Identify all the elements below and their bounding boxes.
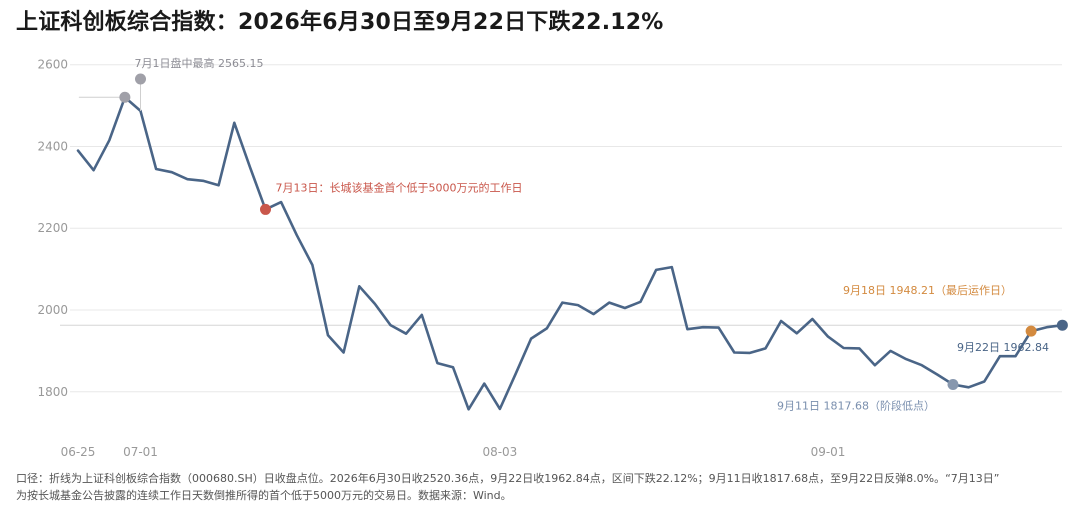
event-label: 7月13日：长城该基金首个低于5000万元的工作日 <box>276 180 523 194</box>
x-tick-label-08-03: 08-03 <box>482 445 517 459</box>
footnote-line-2: 为按长城基金公告披露的连续工作日天数倒推所得的首个低于5000万元的交易日。数据… <box>16 489 512 502</box>
y-tick-label-2600: 2600 <box>37 58 68 72</box>
y-tick-label-2200: 2200 <box>37 221 68 235</box>
series-line <box>76 96 1064 411</box>
x-axis-ticks: 06-25 07-01 08-03 09-01 <box>61 445 846 459</box>
high-point <box>135 73 146 85</box>
x-tick-label-06-25: 06-25 <box>61 445 96 459</box>
y-tick-label-2000: 2000 <box>37 303 68 317</box>
chart-title: 上证科创板综合指数：2026年6月30日至9月22日下跌22.12% <box>16 10 664 35</box>
footnote-line-1: 口径：折线为上证科创板综合指数（000680.SH）日收盘点位。2026年6月3… <box>16 472 1000 485</box>
low-point <box>947 379 959 391</box>
y-tick-label-1800: 1800 <box>37 385 68 399</box>
y-tick-label-2400: 2400 <box>37 139 68 153</box>
line-chart: 1800 2000 2200 2400 2600 06-25 07-01 08-03 09-0… <box>37 56 1068 459</box>
series-group <box>76 96 1064 411</box>
x-tick-label-09-01: 09-01 <box>811 445 846 459</box>
y-axis-ticks: 1800 2000 2200 2400 2600 <box>37 58 68 399</box>
end-label: 9月22日 1962.84 <box>957 341 1049 354</box>
footnote: 口径：折线为上证科创板综合指数（000680.SH）日收盘点位。2026年6月3… <box>16 470 1066 504</box>
last-op-point <box>1025 325 1037 337</box>
event-point <box>260 203 271 215</box>
low-label: 9月11日 1817.68（阶段低点） <box>777 399 935 413</box>
last-op-label: 9月18日 1948.21（最后运作日） <box>843 284 1012 297</box>
end-point <box>1056 319 1068 331</box>
annotations: 7月1日盘中最高 2565.15 7月13日：长城该基金首个低于5000万元的工作… <box>78 56 1068 413</box>
high-label: 7月1日盘中最高 2565.15 <box>135 56 264 70</box>
x-tick-label-07-01: 07-01 <box>123 445 158 459</box>
grid-lines <box>70 64 1062 393</box>
close-point-0630 <box>119 91 131 103</box>
